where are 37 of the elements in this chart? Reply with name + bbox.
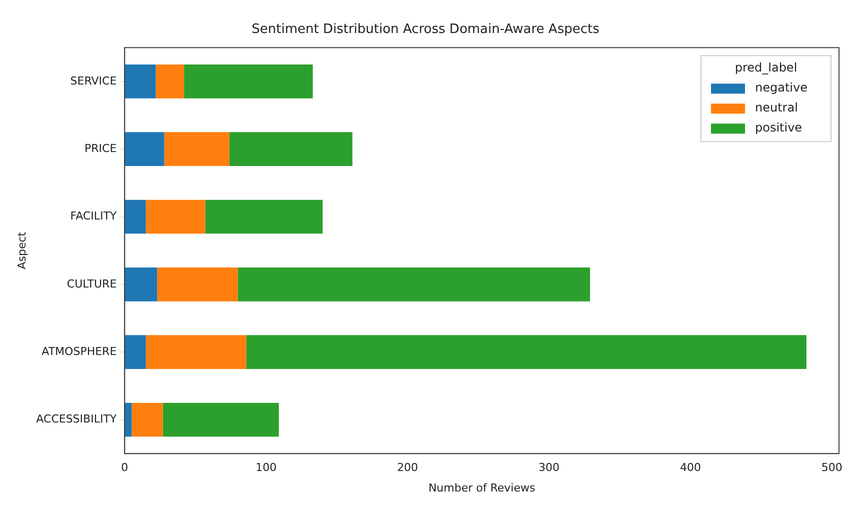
x-tick-label: 100 [256,461,277,474]
bar [124,64,156,98]
y-tick-label: SERVICE [70,74,117,88]
bar [246,335,806,370]
bar [124,402,132,437]
x-tick-label: 0 [121,461,128,474]
y-tick-label: PRICE [84,142,117,155]
bar [157,268,238,302]
y-tick-label: CULTURE [66,277,117,290]
bar [156,64,184,98]
legend-label: neutral [755,100,798,115]
x-tick-label: 200 [397,461,418,474]
bar [146,200,206,234]
bar [124,200,146,234]
bar [229,132,352,166]
bar [124,335,146,370]
bar [146,335,246,370]
x-axis-title: Number of Reviews [428,481,536,494]
chart-title: Sentiment Distribution Across Domain-Aware Aspects [252,22,600,38]
bar [184,64,313,98]
bar [162,402,279,437]
legend-label: negative [755,80,808,95]
y-axis-title: Aspect [15,231,28,270]
x-tick-label: 400 [680,461,701,474]
y-tick-label: ACCESSIBILITY [36,412,117,426]
y-tick-label: FACILITY [70,210,117,223]
bar [205,200,323,234]
bar [238,268,590,302]
x-tick-label: 500 [821,461,842,474]
bar [164,132,230,166]
bar [124,132,164,166]
bar [124,268,158,302]
x-tick-label: 300 [538,461,560,474]
bar [132,402,163,437]
y-tick-label: ATMOSPHERE [42,344,117,358]
legend-title: pred_label [734,60,798,75]
legend-label: positive [755,120,802,135]
